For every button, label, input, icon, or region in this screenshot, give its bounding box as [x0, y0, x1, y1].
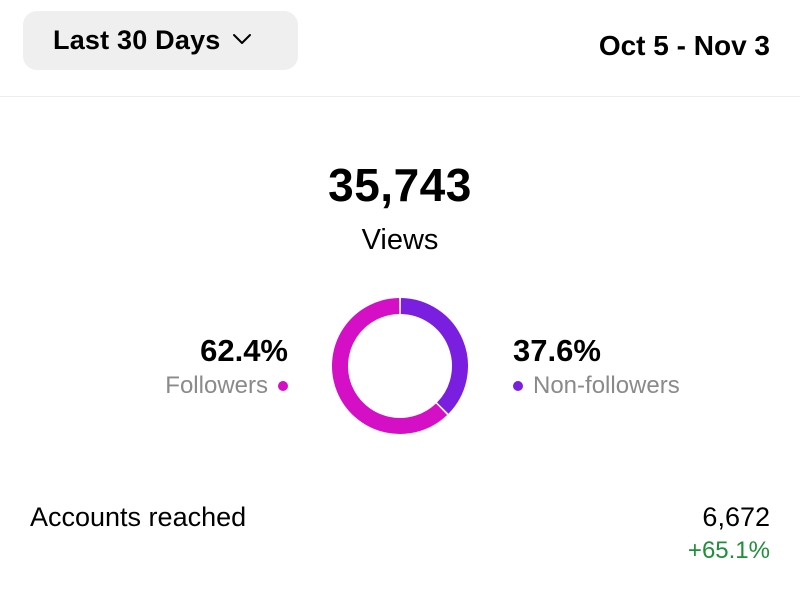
top-bar: Last 30 Days Oct 5 - Nov 3	[0, 0, 800, 97]
followers-percent: 62.4%	[200, 333, 288, 368]
followers-legend-dot-icon	[278, 381, 288, 391]
non-followers-percent: 37.6%	[513, 333, 601, 368]
donut-slice-non-followers	[400, 298, 468, 414]
chevron-down-icon	[231, 32, 253, 46]
followers-legend-label: Followers	[165, 372, 268, 399]
date-range-text: Oct 5 - Nov 3	[598, 30, 770, 61]
views-donut-chart	[332, 298, 468, 434]
followers-legend: Followers	[165, 369, 288, 403]
non-followers-stat: 37.6% Non-followers	[513, 333, 680, 403]
accounts-reached-label: Accounts reached	[30, 502, 247, 532]
followers-stat: 62.4% Followers	[165, 333, 288, 403]
non-followers-legend-dot-icon	[513, 381, 523, 391]
non-followers-legend: Non-followers	[513, 369, 680, 403]
donut-slice-followers	[332, 298, 448, 434]
date-range-dropdown-label: Last 30 Days	[53, 25, 221, 55]
total-views-label: Views	[361, 224, 439, 256]
accounts-reached-value: 6,672	[702, 502, 770, 532]
accounts-reached-change: +65.1%	[687, 537, 770, 564]
non-followers-legend-label: Non-followers	[533, 372, 680, 399]
date-range-dropdown-button[interactable]: Last 30 Days	[23, 11, 298, 70]
total-views-value: 35,743	[328, 159, 472, 211]
